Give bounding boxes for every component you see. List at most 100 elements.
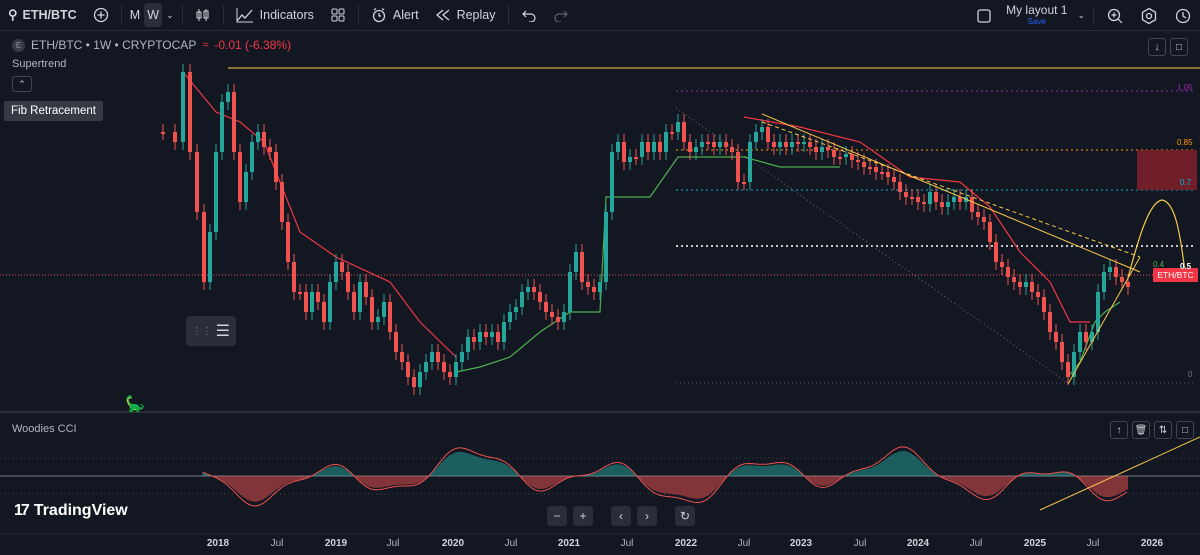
candle-body: [322, 302, 326, 322]
chevron-up-icon: ⌃: [18, 78, 26, 89]
time-axis[interactable]: 2018 Jul 2019 Jul 2020 Jul 2021 Jul 2022 Jul 2023 J…: [0, 534, 1200, 555]
candle-body: [448, 372, 452, 377]
time-axis-label: 2025: [1023, 538, 1047, 549]
drag-handle-icon[interactable]: ⋮⋮: [192, 325, 212, 337]
separator: [222, 5, 224, 25]
candle-body: [748, 142, 752, 182]
object-tree-icon[interactable]: ☰: [215, 323, 230, 340]
candle-body: [334, 262, 338, 282]
candle-body: [328, 282, 332, 322]
maximize-pane-button[interactable]: □: [1170, 38, 1188, 56]
time-axis-label: Jul: [853, 538, 867, 549]
layout-name: My layout 1: [1006, 2, 1068, 17]
time-axis-label: Jul: [504, 538, 518, 549]
chevron-left-icon: ‹: [619, 509, 623, 523]
candle-body: [220, 102, 224, 152]
undo-button[interactable]: [513, 0, 545, 31]
zoom-in-button[interactable]: +: [573, 506, 593, 526]
symbol-search[interactable]: ⚲ ETH/BTC: [0, 0, 85, 31]
candle-body: [598, 282, 602, 292]
arrow-down-icon: ↓: [1154, 41, 1160, 53]
chart-legend[interactable]: E ETH/BTC • 1W • CRYPTOCAP ≈ -0.01 (-6.3…: [12, 38, 291, 52]
fib-level-label: 0.7: [1180, 178, 1192, 187]
templates-button[interactable]: [322, 0, 354, 31]
delete-pane-button[interactable]: 🗑: [1132, 421, 1150, 439]
candle-body: [262, 132, 266, 147]
chevron-right-icon: ›: [645, 509, 649, 523]
settings-button[interactable]: [1132, 0, 1166, 31]
redo-icon: [553, 10, 568, 22]
scroll-left-button[interactable]: ‹: [611, 506, 631, 526]
collapse-pane-button[interactable]: ⇅: [1154, 421, 1172, 439]
time-axis-label: Jul: [386, 538, 400, 549]
trend-drawings[interactable]: [228, 67, 1200, 385]
interval-month[interactable]: M: [129, 8, 141, 22]
candle-body: [274, 152, 278, 182]
separator: [181, 5, 183, 25]
candle-body: [700, 142, 704, 147]
candle-body: [856, 160, 860, 162]
candle-body: [982, 217, 986, 222]
drawing-floating-toolbar[interactable]: ⋮⋮ ☰: [186, 316, 236, 346]
candle-body: [316, 292, 320, 302]
tradingview-logo[interactable]: 17 TradingView: [14, 502, 128, 520]
candle-body: [766, 127, 770, 142]
move-pane-up-button[interactable]: ↑: [1110, 421, 1128, 439]
collapse-indicators-button[interactable]: ⌃: [12, 76, 32, 92]
supertrend-label[interactable]: Supertrend: [12, 58, 67, 70]
candle-body: [832, 150, 836, 157]
candle-body: [304, 292, 308, 312]
pane-buttons: ↓ □: [1148, 38, 1188, 56]
candle-body: [1096, 292, 1100, 332]
candle-body: [952, 197, 956, 202]
candle-body: [784, 142, 788, 147]
legend-title: ETH/BTC • 1W • CRYPTOCAP: [31, 38, 197, 52]
maximize-pane-button[interactable]: □: [1176, 421, 1194, 439]
fib-retracement-drawing[interactable]: [0, 90, 1200, 535]
candle-body: [430, 352, 434, 362]
trend-line: [761, 121, 1141, 258]
scroll-right-button[interactable]: ›: [637, 506, 657, 526]
chevron-down-icon: ⌄: [166, 9, 174, 20]
snapshot-icon: [1175, 8, 1191, 23]
candle-body: [1036, 292, 1040, 297]
candle-body: [226, 92, 230, 102]
candle-body: [688, 142, 692, 152]
time-axis-label: Jul: [737, 538, 751, 549]
move-pane-down-button[interactable]: ↓: [1148, 38, 1166, 56]
candle-body: [610, 152, 614, 212]
snapshot-button[interactable]: [1166, 0, 1200, 31]
alert-label: Alert: [392, 8, 419, 22]
legend-change: -0.01 (-6.38%): [214, 38, 292, 52]
replay-button[interactable]: Replay: [427, 0, 504, 31]
compare-button[interactable]: [85, 0, 117, 31]
candle-body: [286, 222, 290, 262]
candle-body: [616, 142, 620, 152]
candle-body: [508, 312, 512, 322]
reset-chart-button[interactable]: ↻: [675, 506, 695, 526]
layout-button[interactable]: [968, 0, 1000, 31]
layout-name-box[interactable]: My layout 1 Save: [1000, 4, 1073, 28]
symbol-name: ETH/BTC: [22, 8, 77, 22]
candle-body: [1084, 332, 1088, 342]
supertrend-down-line: [743, 116, 1090, 323]
chart-area[interactable]: E ETH/BTC • 1W • CRYPTOCAP ≈ -0.01 (-6.3…: [0, 32, 1200, 555]
chart-canvas[interactable]: [0, 32, 1200, 555]
zoom-out-button[interactable]: −: [547, 506, 567, 526]
layout-dropdown[interactable]: ⌄: [1073, 0, 1089, 31]
candle-body: [173, 132, 177, 142]
fib-level-label: 0.85: [1177, 138, 1193, 147]
interval-week[interactable]: W: [144, 3, 163, 27]
candle-body: [922, 202, 926, 204]
alert-button[interactable]: Alert: [363, 0, 427, 31]
chart-type-button[interactable]: [187, 0, 219, 31]
quick-search-button[interactable]: [1098, 0, 1132, 31]
candle-body: [796, 142, 800, 144]
redo-button[interactable]: [545, 0, 577, 31]
woodies-cci-label[interactable]: Woodies CCI: [12, 423, 77, 435]
interval-dropdown[interactable]: ⌄: [162, 0, 178, 31]
candle-body: [994, 242, 998, 262]
add-icon: [93, 7, 108, 23]
indicators-button[interactable]: Indicators: [228, 0, 322, 31]
plus-icon: +: [579, 509, 587, 523]
